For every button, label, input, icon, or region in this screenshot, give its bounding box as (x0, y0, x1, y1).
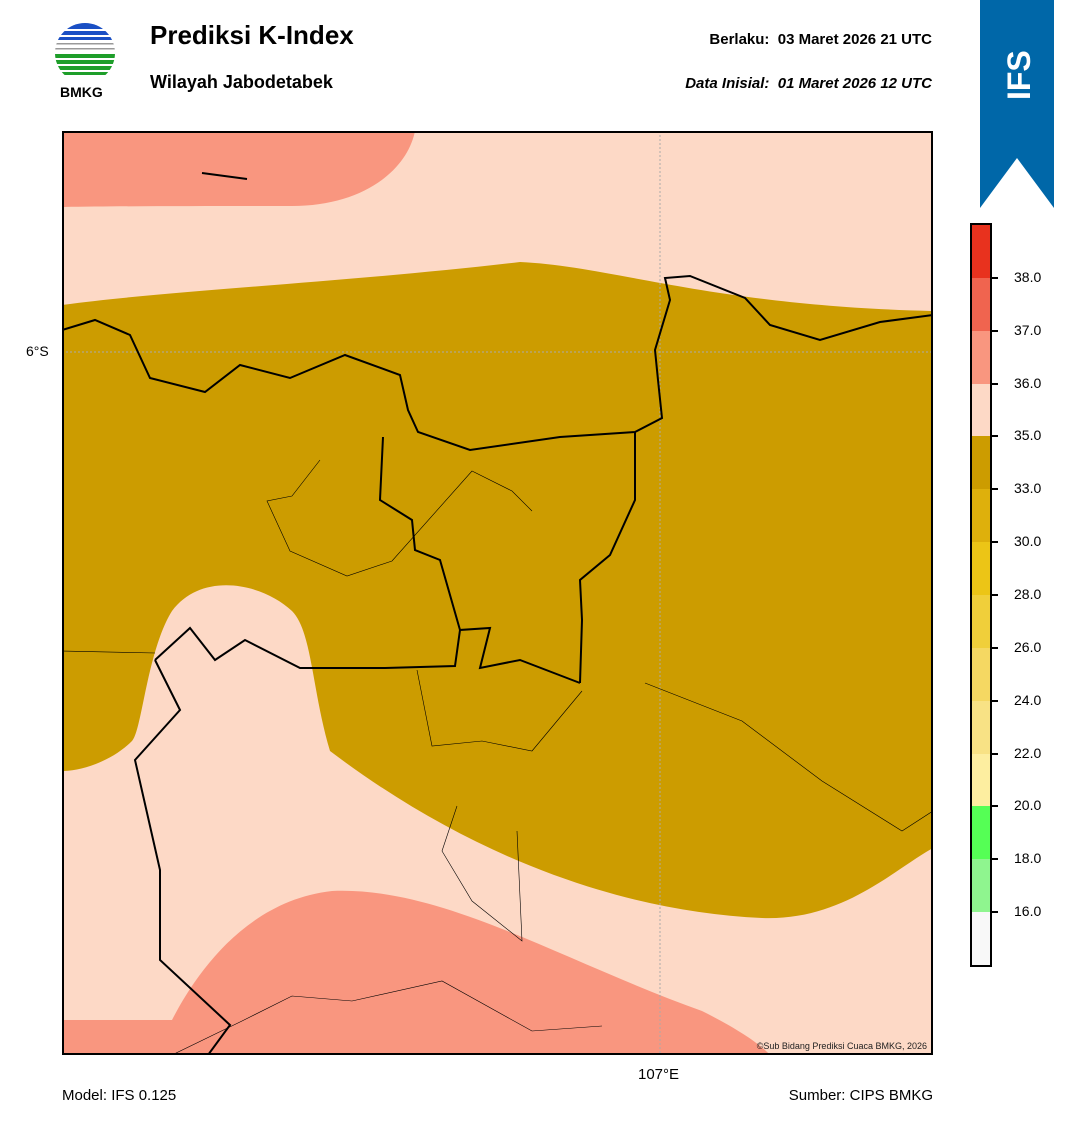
colorbar-tick-label: 35.0 (1014, 427, 1042, 444)
map-canvas (64, 133, 931, 1053)
colorbar-tick-label: 18.0 (1014, 850, 1042, 867)
colorbar-bin (972, 912, 990, 966)
colorbar-tick-label: 30.0 (1014, 533, 1042, 550)
ifs-label: IFS (1001, 50, 1037, 100)
band-33-35 (64, 262, 931, 919)
colorbar-tick-label: 38.0 (1014, 268, 1042, 285)
longitude-label: 107°E (638, 1066, 680, 1083)
colorbar-tick (990, 435, 998, 438)
colorbar-tick (990, 276, 998, 279)
colorbar-tick (990, 805, 998, 808)
colorbar-bin (972, 225, 990, 278)
colorbar-tick-label: 26.0 (1014, 638, 1042, 655)
source-label: Sumber: CIPS BMKG (788, 1087, 933, 1104)
colorbar-bin (972, 330, 990, 384)
page-title: Prediksi K-Index (150, 20, 354, 50)
colorbar-bin (972, 595, 990, 648)
colorbar-tick (990, 858, 998, 861)
colorbar-tick (990, 646, 998, 649)
colorbar-tick (990, 329, 998, 332)
page-subtitle: Wilayah Jabodetabek (150, 72, 333, 92)
model-label: Model: IFS 0.125 (62, 1087, 177, 1104)
colorbar-tick-label: 28.0 (1014, 586, 1042, 602)
colorbar-tick-label: 16.0 (1014, 903, 1042, 920)
colorbar-bin (972, 436, 990, 490)
colorbar-bin (972, 753, 990, 807)
colorbar-tick-label: 33.0 (1014, 480, 1042, 497)
colorbar-tick (990, 911, 998, 914)
coastline (64, 172, 931, 1053)
copyright-text: ©Sub Bidang Prediksi Cuaca BMKG, 2026 (756, 1041, 927, 1051)
colorbar-tick-label: 22.0 (1014, 744, 1042, 761)
init-time: Data Inisial: 01 Maret 2026 12 UTC (685, 75, 932, 92)
colorbar-tick-label: 37.0 (1014, 321, 1042, 338)
colorbar-bin (972, 806, 990, 860)
colorbar (970, 223, 992, 967)
colorbar-bin (972, 859, 990, 913)
colorbar-bin (972, 489, 990, 543)
logo-text: BMKG (60, 84, 103, 100)
colorbar-tick (990, 382, 998, 385)
bmkg-logo (55, 23, 115, 75)
colorbar-tick-label: 20.0 (1014, 797, 1042, 814)
valid-time: Berlaku: 03 Maret 2026 21 UTC (709, 31, 932, 48)
ifs-badge: IFS (980, 0, 1054, 208)
colorbar-tick-label: 24.0 (1014, 691, 1042, 708)
latitude-label: 6°S (26, 343, 49, 359)
k-index-map: ©Sub Bidang Prediksi Cuaca BMKG, 2026 (62, 131, 933, 1055)
colorbar-tick (990, 752, 998, 755)
colorbar-tick (990, 699, 998, 702)
high-region-bottom (64, 890, 769, 1053)
colorbar-bin (972, 700, 990, 754)
colorbar-bin (972, 277, 990, 331)
admin-boundaries (64, 459, 931, 1053)
colorbar-tick (990, 488, 998, 491)
colorbar-tick-label: 36.0 (1014, 374, 1042, 391)
colorbar-bin (972, 542, 990, 596)
colorbar-bin (972, 647, 990, 701)
high-region-top (64, 133, 415, 207)
colorbar-bin (972, 383, 990, 437)
colorbar-tick (990, 541, 998, 544)
colorbar-tick (990, 594, 998, 596)
